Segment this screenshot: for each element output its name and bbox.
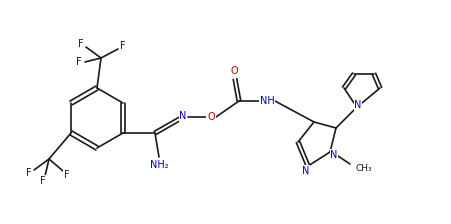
Text: O: O <box>207 112 215 122</box>
Text: F: F <box>78 39 84 49</box>
Text: N: N <box>330 150 338 160</box>
Text: F: F <box>64 170 70 180</box>
Text: O: O <box>230 66 238 76</box>
Text: NH: NH <box>260 96 274 106</box>
Text: CH₃: CH₃ <box>356 164 373 172</box>
Text: N: N <box>179 111 187 121</box>
Text: F: F <box>26 168 32 178</box>
Text: N: N <box>302 166 310 176</box>
Text: F: F <box>40 176 46 186</box>
Text: NH₂: NH₂ <box>150 160 168 170</box>
Text: N: N <box>354 100 362 110</box>
Text: F: F <box>76 57 82 67</box>
Text: F: F <box>120 41 126 51</box>
